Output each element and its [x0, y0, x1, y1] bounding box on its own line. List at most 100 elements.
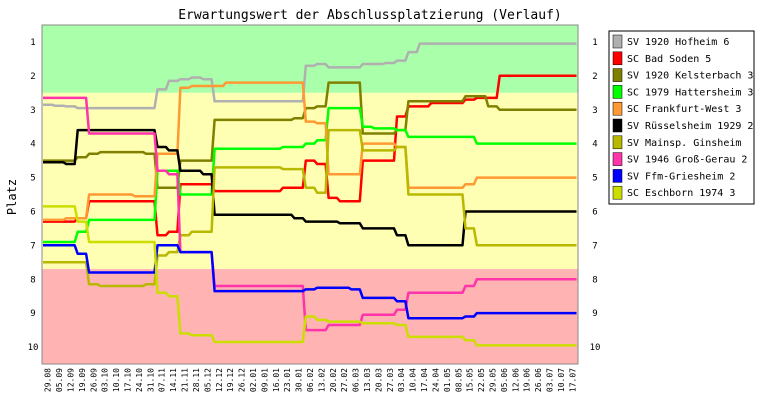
legend-swatch: [612, 68, 623, 82]
x-tick-label: 05.09: [55, 368, 64, 392]
y-tick-label: 9: [30, 309, 35, 319]
legend-swatch: [612, 51, 623, 66]
zone-band: [42, 25, 578, 93]
y-tick-label-right: 6: [592, 207, 597, 217]
y-axis-label: Platz: [5, 179, 19, 215]
series-line: [43, 106, 577, 244]
legend-label: SC Bad Soden 5: [627, 54, 711, 65]
legend-label: SC 1979 Hattersheim 3: [627, 87, 753, 98]
series-line: [43, 81, 577, 189]
y-tick-label: 7: [30, 241, 35, 251]
x-tick-label: 30.01: [295, 368, 304, 392]
legend-swatch: [612, 34, 623, 49]
legend-label: SV 1920 Hofheim 6: [627, 37, 729, 48]
x-tick-label: 06.02: [306, 368, 315, 392]
legend-label: SC Eschborn 1974 3: [627, 188, 735, 199]
y-tick-label: 1: [30, 38, 35, 48]
series-line: [43, 81, 577, 222]
series-line: [43, 128, 577, 247]
y-tick-label-right: 3: [592, 106, 597, 116]
x-tick-label: 10.04: [409, 368, 418, 392]
legend-label: SV Mainsp. Ginsheim: [627, 138, 741, 149]
x-tick-label: 28.11: [192, 368, 201, 392]
y-tick-label: 8: [30, 275, 35, 285]
series-line: [43, 96, 577, 332]
legend-box: [608, 30, 755, 205]
x-tick-label: 19.06: [523, 368, 532, 392]
y-tick-label: 4: [30, 140, 35, 150]
legend-label: SV 1946 Groß-Gerau 2: [627, 155, 747, 166]
x-tick-label: 14.11: [169, 368, 178, 392]
x-tick-label: 05.12: [203, 368, 212, 392]
y-tick-label-right: 2: [592, 72, 597, 82]
legend-label: SV Ffm-Griesheim 2: [627, 171, 735, 182]
x-tick-label: 12.12: [215, 368, 224, 392]
x-tick-label: 02.01: [249, 368, 258, 392]
x-tick-label: 26.06: [534, 368, 543, 392]
x-tick-label: 17.04: [420, 368, 429, 392]
x-tick-label: 27.03: [386, 368, 395, 392]
x-tick-label: 10.07: [557, 368, 566, 392]
y-tick-label-right: 1: [592, 38, 597, 48]
legend-label: SC Frankfurt-West 3: [627, 104, 741, 115]
legend-swatch: [612, 118, 623, 133]
y-tick-label: 2: [30, 72, 35, 82]
series-line: [43, 244, 577, 320]
series-line: [43, 205, 577, 347]
x-tick-label: 24.10: [135, 368, 144, 392]
x-tick-label: 26.09: [89, 368, 98, 392]
x-tick-label: 17.10: [124, 368, 133, 392]
y-tick-label-right: 7: [592, 241, 597, 251]
y-tick-label-right: 5: [592, 174, 597, 184]
x-tick-label: 23.01: [283, 368, 292, 392]
y-tick-label: 10: [28, 343, 39, 353]
x-tick-label: 09.01: [260, 368, 269, 392]
series-line: [43, 128, 577, 288]
y-tick-label: 6: [30, 207, 35, 217]
x-tick-label: 29.05: [488, 368, 497, 392]
y-tick-label-right: 8: [592, 275, 597, 285]
x-tick-label: 03.10: [101, 368, 110, 392]
x-tick-label: 31.10: [146, 368, 155, 392]
plot-frame: [41, 24, 579, 365]
legend-swatch: [612, 169, 623, 183]
x-tick-label: 20.03: [374, 368, 383, 392]
x-tick-label: 22.05: [477, 368, 486, 392]
x-tick-label: 13.02: [317, 368, 326, 392]
y-tick-label-right: 4: [592, 140, 597, 150]
legend-label: SV 1920 Kelsterbach 3: [627, 71, 753, 82]
x-tick-label: 10.10: [112, 368, 121, 392]
x-tick-label: 26.12: [238, 368, 247, 392]
legend-swatch: [612, 152, 623, 166]
y-tick-label: 3: [30, 106, 35, 116]
legend-swatch: [612, 185, 623, 200]
x-tick-label: 03.04: [397, 368, 406, 392]
x-tick-label: 01.05: [443, 368, 452, 392]
y-tick-label-right: 10: [590, 343, 601, 353]
x-tick-label: 21.11: [181, 368, 190, 392]
x-tick-label: 29.08: [44, 368, 53, 392]
x-tick-label: 06.03: [352, 368, 361, 392]
x-tick-label: 08.05: [454, 368, 463, 392]
x-tick-label: 12.06: [511, 368, 520, 392]
x-tick-label: 15.05: [466, 368, 475, 392]
legend: SV 1920 Hofheim 6 SC Bad Soden 5 SV 1920 K…: [608, 30, 755, 205]
x-tick-label: 20.02: [329, 368, 338, 392]
series-line: [43, 42, 577, 110]
x-tick-label: 27.02: [340, 368, 349, 392]
x-tick-label: 07.11: [158, 368, 167, 392]
legend-swatch: [612, 101, 623, 116]
legend-swatch: [612, 135, 623, 150]
x-tick-label: 19.12: [226, 368, 235, 392]
x-tick-label: 24.04: [431, 368, 440, 392]
x-tick-label: 16.01: [272, 368, 281, 392]
x-tick-label: 13.03: [363, 368, 372, 392]
x-tick-label: 12.09: [67, 368, 76, 392]
x-tick-label: 19.09: [78, 368, 87, 392]
legend-label: SV Rüsselsheim 1929 2: [627, 121, 753, 132]
x-tick-label: 05.06: [500, 368, 509, 392]
y-tick-label-right: 9: [592, 309, 597, 319]
